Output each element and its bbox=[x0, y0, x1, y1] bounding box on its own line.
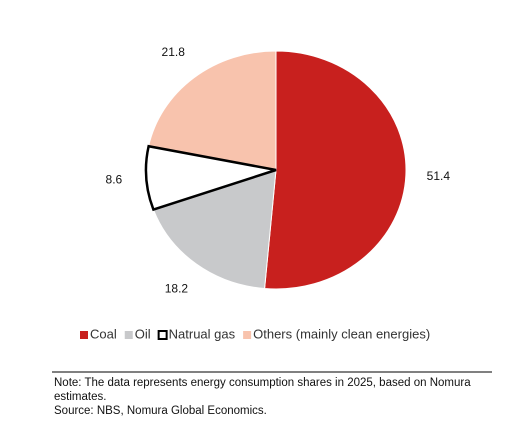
legend-swatch bbox=[243, 331, 252, 339]
data-label: 51.4 bbox=[427, 169, 451, 183]
pie-slice bbox=[148, 50, 277, 171]
note-line: estimates. bbox=[54, 391, 106, 403]
legend-label: Others (mainly clean energies) bbox=[253, 326, 430, 341]
legend-swatch bbox=[157, 330, 168, 340]
note-line: Note: The data represents energy consump… bbox=[54, 377, 471, 389]
pie-slice bbox=[144, 144, 277, 212]
data-label: 8.6 bbox=[106, 173, 123, 187]
legend-label: Coal bbox=[90, 326, 117, 341]
legend-label: Oil bbox=[135, 326, 151, 341]
legend-label: Natrual gas bbox=[169, 326, 236, 341]
legend-swatch bbox=[124, 331, 133, 339]
pie-slice bbox=[264, 50, 407, 290]
note-line: Source: NBS, Nomura Global Economics. bbox=[54, 405, 267, 417]
data-label: 18.2 bbox=[165, 282, 189, 296]
legend-swatch bbox=[80, 331, 88, 339]
pie-slice bbox=[152, 169, 277, 290]
data-label: 21.8 bbox=[162, 45, 186, 59]
